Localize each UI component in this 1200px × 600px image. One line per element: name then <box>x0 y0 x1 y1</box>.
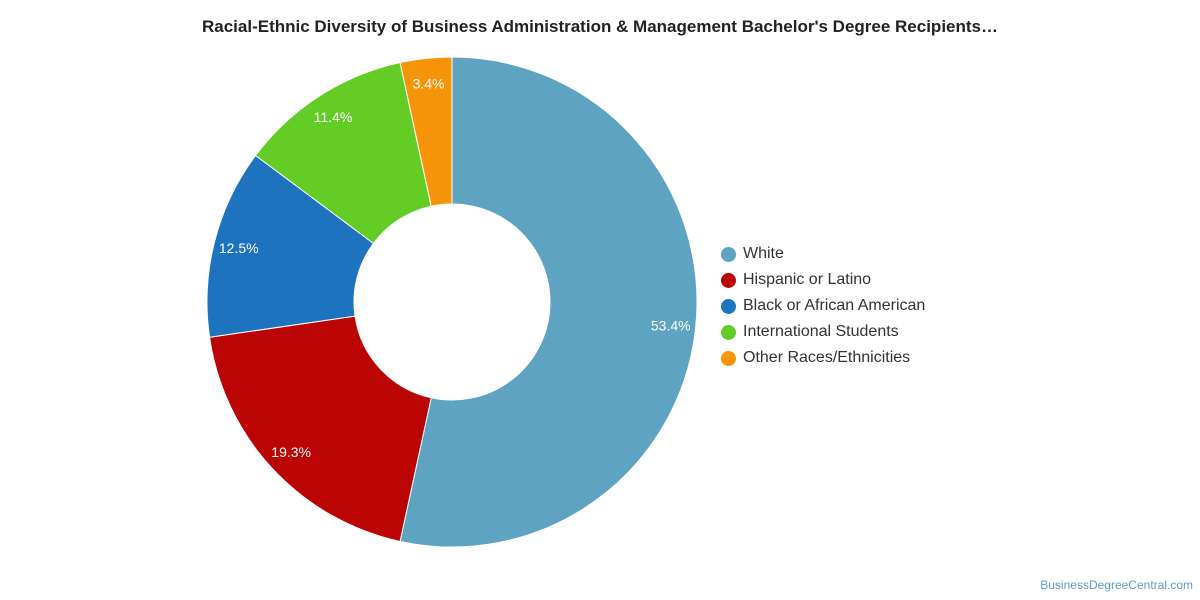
legend-item[interactable]: Black or African American <box>721 293 925 319</box>
slice-white[interactable] <box>399 56 698 548</box>
legend-swatch <box>721 246 736 262</box>
slice-other-races-ethnicities[interactable] <box>399 56 453 207</box>
legend-label: Hispanic or Latino <box>743 271 872 288</box>
legend-label: International Students <box>743 323 899 340</box>
slice-data-label: 12.5% <box>219 240 259 256</box>
slice-black-or-african-american[interactable] <box>206 154 375 338</box>
slice-data-label: 53.4% <box>651 317 691 333</box>
legend-swatch <box>721 298 736 314</box>
legend-swatch <box>721 324 736 340</box>
source-credit[interactable]: BusinessDegreeCentral.com <box>1040 578 1193 592</box>
slice-data-label: 3.4% <box>413 75 445 91</box>
chart-title: Racial-Ethnic Diversity of Business Admi… <box>201 17 998 36</box>
legend-label: White <box>743 245 784 262</box>
legend-item[interactable]: International Students <box>721 319 925 345</box>
chart-legend: White Hispanic or Latino Black or African … <box>721 241 925 371</box>
legend-swatch <box>721 350 736 366</box>
legend-label: Other Races/Ethnicities <box>743 349 911 366</box>
legend-item[interactable]: Other Races/Ethnicities <box>721 345 925 371</box>
slice-international-students[interactable] <box>254 61 432 245</box>
slice-data-label: 19.3% <box>271 444 311 460</box>
legend-label: Black or African American <box>743 297 926 314</box>
slice-data-label: 11.4% <box>314 109 353 125</box>
legend-item[interactable]: White <box>721 241 925 267</box>
legend-item[interactable]: Hispanic or Latino <box>721 267 925 293</box>
slice-hispanic-or-latino[interactable] <box>208 315 432 543</box>
legend-swatch <box>721 272 736 288</box>
